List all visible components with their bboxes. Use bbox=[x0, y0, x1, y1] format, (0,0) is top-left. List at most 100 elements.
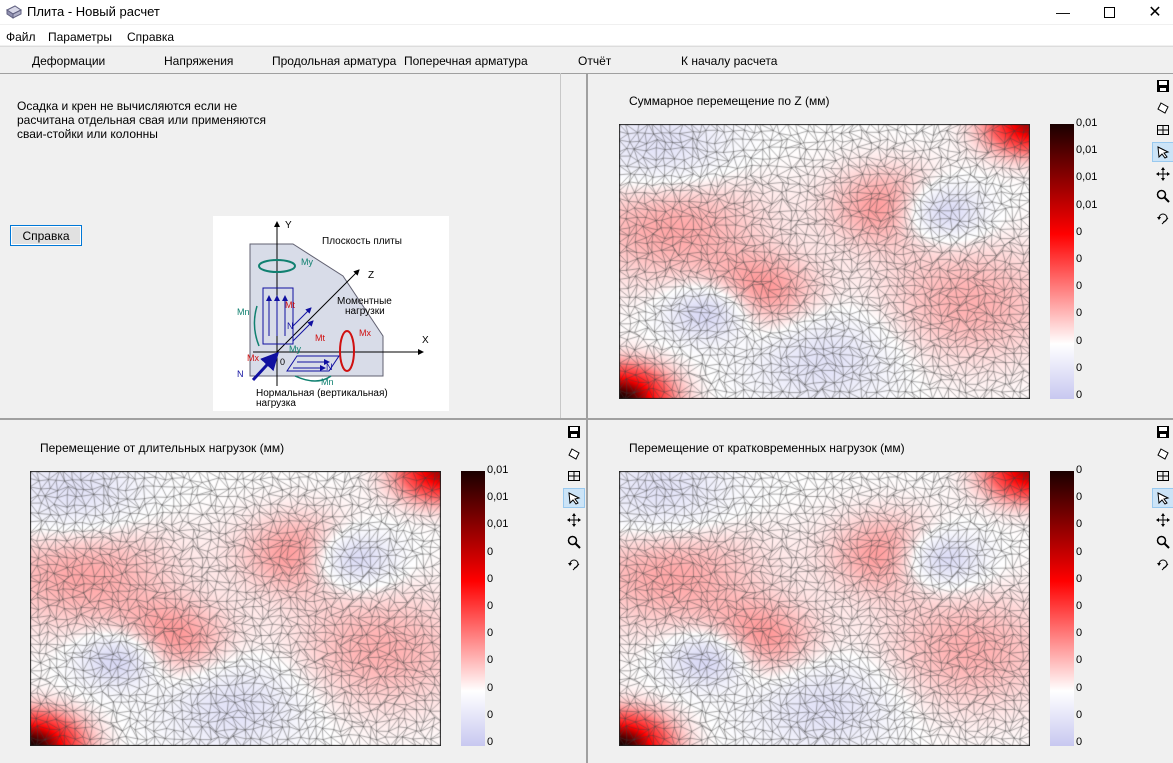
tab-stresses[interactable]: Напряжения bbox=[164, 54, 234, 68]
horizontal-splitter[interactable] bbox=[0, 418, 1173, 420]
rotate-tool-button[interactable] bbox=[1152, 208, 1173, 228]
tab-start-calculation[interactable]: К началу расчета bbox=[681, 54, 778, 68]
short-term-colorbar bbox=[1050, 471, 1074, 746]
save-tool-button[interactable] bbox=[563, 422, 585, 442]
load-diagram: Y Z X 0 Плоскость плиты Моментные нагруз… bbox=[213, 216, 449, 411]
move-tool-button[interactable] bbox=[1152, 164, 1173, 184]
long-term-plot-title: Перемещение от длительных нагрузок (мм) bbox=[40, 441, 285, 455]
tab-transverse-reinforcement[interactable]: Поперечная арматура bbox=[404, 54, 528, 68]
colorbar-tick-label: 0 bbox=[1076, 389, 1083, 401]
colorbar-tick-label: 0 bbox=[1076, 627, 1083, 640]
save-tool-button[interactable] bbox=[1152, 422, 1173, 442]
pointer-icon bbox=[1156, 491, 1170, 505]
save-icon bbox=[1156, 79, 1170, 93]
total-displacement-mesh[interactable] bbox=[619, 124, 1030, 399]
colorbar-tick-label: 0 bbox=[487, 736, 494, 748]
colorbar-tick-label: 0,01 bbox=[487, 491, 509, 504]
menu-file[interactable]: Файл bbox=[6, 30, 36, 44]
colorbar-tick-label: 0 bbox=[1076, 654, 1083, 667]
window-title: Плита - Новый расчет bbox=[27, 4, 160, 19]
colorbar-tick-label: 0 bbox=[1076, 545, 1083, 558]
tab-bar: Деформации Напряжения Продольная арматур… bbox=[0, 46, 1173, 74]
colorbar-tick-label: 0,01 bbox=[1076, 198, 1098, 211]
axis-x-label: X bbox=[422, 335, 429, 346]
long-term-colorbar bbox=[461, 471, 485, 746]
move-tool-button[interactable] bbox=[563, 510, 585, 530]
rotate-tool-button[interactable] bbox=[1152, 554, 1173, 574]
pointer-tool-button[interactable] bbox=[1152, 142, 1173, 162]
colorbar-tick-label: 0 bbox=[487, 600, 494, 612]
grid-tool-button[interactable] bbox=[563, 466, 585, 486]
rotate-icon bbox=[1156, 557, 1170, 571]
colorbar-tick-label: 0 bbox=[1076, 736, 1083, 748]
app-icon bbox=[6, 5, 22, 19]
maximize-button[interactable] bbox=[1086, 0, 1132, 24]
axis-y-label: Y bbox=[285, 220, 292, 231]
eraser-tool-button[interactable] bbox=[1152, 98, 1173, 118]
colorbar-tick-label: 0,01 bbox=[487, 518, 509, 531]
colorbar-tick-label: 0 bbox=[487, 545, 494, 558]
zoom-tool-button[interactable] bbox=[1152, 532, 1173, 552]
pointer-tool-button[interactable] bbox=[563, 488, 585, 508]
mn-label-bottom: Mn bbox=[321, 377, 334, 387]
info-message: Осадка и крен не вычисляются если не рас… bbox=[17, 99, 267, 141]
save-icon bbox=[1156, 425, 1170, 439]
long-term-displacement-mesh[interactable] bbox=[30, 471, 441, 746]
total-colorbar bbox=[1050, 124, 1074, 399]
grid-icon bbox=[567, 469, 581, 483]
grid-icon bbox=[1156, 469, 1170, 483]
colorbar-tick-label: 0 bbox=[1076, 491, 1083, 504]
axis-z-label: Z bbox=[368, 270, 374, 281]
help-button[interactable]: Справка bbox=[10, 225, 82, 246]
moment-label-2: нагрузки bbox=[345, 306, 385, 317]
colorbar-tick-label: 0 bbox=[1076, 225, 1083, 238]
pointer-tool-button[interactable] bbox=[1152, 488, 1173, 508]
colorbar-tick-label: 0 bbox=[1076, 334, 1083, 347]
grid-icon bbox=[1156, 123, 1170, 137]
eraser-tool-button[interactable] bbox=[563, 444, 585, 464]
mn-label-left: Mn bbox=[237, 307, 250, 317]
rotate-tool-button[interactable] bbox=[563, 554, 585, 574]
menu-parameters[interactable]: Параметры bbox=[48, 30, 112, 44]
move-tool-button[interactable] bbox=[1152, 510, 1173, 530]
grid-tool-button[interactable] bbox=[1152, 466, 1173, 486]
save-tool-button[interactable] bbox=[1152, 76, 1173, 96]
colorbar-tick-label: 0,01 bbox=[1076, 117, 1098, 129]
colorbar-tick-label: 0 bbox=[487, 681, 494, 694]
rotate-icon bbox=[1156, 211, 1170, 225]
minimize-button[interactable]: — bbox=[1040, 0, 1086, 24]
zoom-icon bbox=[567, 535, 581, 549]
eraser-tool-button[interactable] bbox=[1152, 444, 1173, 464]
normal-label-2: нагрузка bbox=[256, 398, 296, 409]
colorbar-tick-label: 0 bbox=[1076, 600, 1083, 612]
zoom-tool-button[interactable] bbox=[563, 532, 585, 552]
mt-label-right: Mt bbox=[315, 333, 325, 343]
colorbar-tick-label: 0,01 bbox=[487, 464, 509, 476]
tab-deformations[interactable]: Деформации bbox=[32, 54, 106, 68]
moment-label-1: Моментные bbox=[337, 296, 392, 307]
n-label-top: N bbox=[287, 321, 294, 331]
rotate-icon bbox=[567, 557, 581, 571]
pointer-icon bbox=[567, 491, 581, 505]
pointer-icon bbox=[1156, 145, 1170, 159]
menu-help[interactable]: Справка bbox=[127, 30, 175, 44]
mt-label: Mt bbox=[285, 300, 295, 310]
zoom-tool-button[interactable] bbox=[1152, 186, 1173, 206]
panel-divider bbox=[560, 73, 561, 418]
minimize-icon: — bbox=[1056, 4, 1070, 20]
n-label-bottom: N bbox=[326, 362, 333, 372]
colorbar-tick-label: 0,01 bbox=[1076, 171, 1098, 184]
short-term-plot-title: Перемещение от кратковременных нагрузок … bbox=[629, 441, 905, 455]
close-button[interactable]: ✕ bbox=[1132, 0, 1173, 24]
grid-tool-button[interactable] bbox=[1152, 120, 1173, 140]
colorbar-tick-label: 0 bbox=[487, 708, 494, 721]
colorbar-tick-label: 0 bbox=[1076, 518, 1083, 531]
colorbar-tick-label: 0 bbox=[487, 654, 494, 667]
tab-report[interactable]: Отчёт bbox=[578, 54, 612, 68]
load-diagram-svg: Y Z X 0 Плоскость плиты Моментные нагруз… bbox=[237, 220, 429, 409]
tab-longitudinal-reinforcement[interactable]: Продольная арматура bbox=[272, 54, 397, 68]
short-term-displacement-mesh[interactable] bbox=[619, 471, 1030, 746]
eraser-icon bbox=[1156, 101, 1170, 115]
colorbar-tick-label: 0 bbox=[487, 627, 494, 640]
mx-label-right: Mx bbox=[359, 328, 371, 338]
